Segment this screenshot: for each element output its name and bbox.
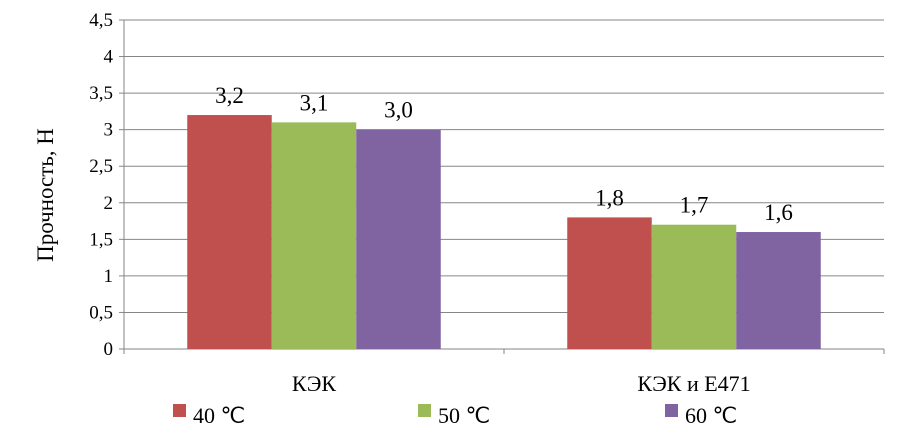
bar [271,122,357,349]
tick-labels: 0 0,5 1 1,5 2 2,5 3 3,5 4 4,5 КЭК КЭК и Е471 [89,10,750,396]
legend: 40 ℃ 50 ℃ 60 ℃ [173,403,737,428]
bar [356,129,441,349]
legend-swatch [665,404,678,417]
data-label: 1,7 [680,193,709,218]
y-tick-label: 4,5 [89,10,113,31]
data-label: 3,2 [215,83,244,108]
data-label: 3,0 [384,98,413,123]
y-tick-label: 3 [104,120,114,141]
data-label: 3,1 [300,90,329,115]
y-tick-label: 1,5 [89,229,113,250]
data-labels: 3,2 3,1 3,0 1,8 1,7 1,6 [215,83,793,225]
bars [187,115,821,350]
bar [567,217,652,349]
y-tick-label: 0 [104,339,114,360]
x-tick-label: КЭК [292,371,336,396]
y-tick-label: 4 [104,47,114,68]
bar [651,224,737,349]
data-label: 1,6 [764,200,793,225]
legend-swatch [418,404,431,417]
bar [187,115,272,350]
data-label: 1,8 [595,185,624,210]
legend-label: 40 ℃ [193,403,245,428]
x-tick-label: КЭК и Е471 [637,371,750,396]
y-tick-label: 2 [104,193,114,214]
bar [736,232,821,349]
y-tick-label: 1 [104,266,114,287]
y-axis-label: Прочность, Н [33,128,58,262]
legend-label: 50 ℃ [438,403,490,428]
legend-label: 60 ℃ [685,403,737,428]
y-tick-label: 2,5 [89,156,113,177]
y-tick-label: 0,5 [89,302,113,323]
legend-swatch [173,404,186,417]
y-tick-label: 3,5 [89,83,113,104]
